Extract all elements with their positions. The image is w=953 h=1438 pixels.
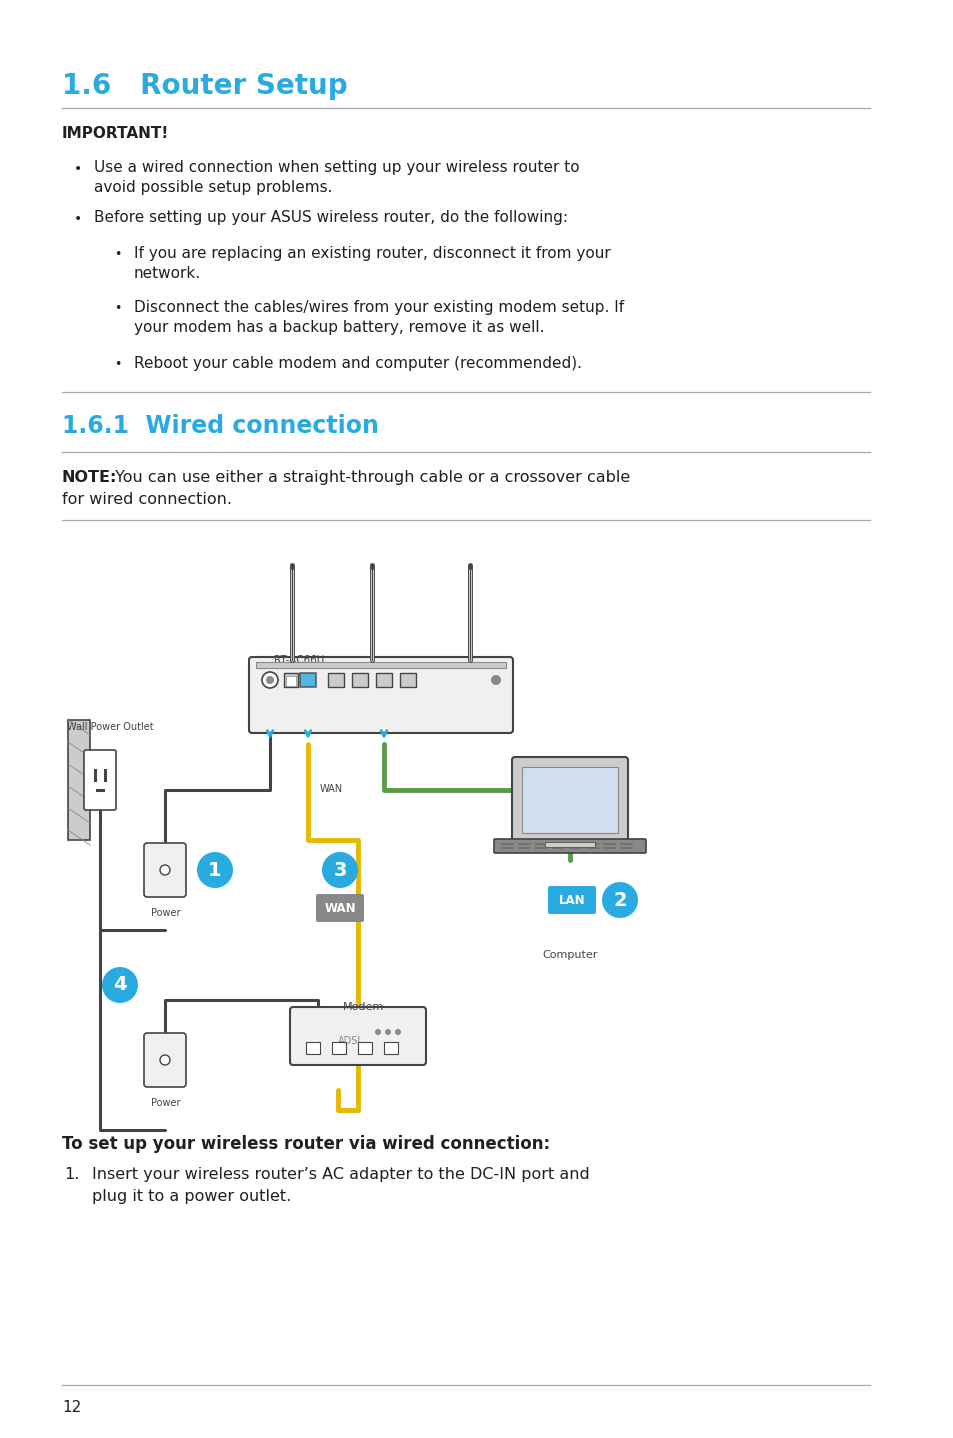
Circle shape <box>160 1055 170 1066</box>
Text: Before setting up your ASUS wireless router, do the following:: Before setting up your ASUS wireless rou… <box>94 210 567 224</box>
Bar <box>500 843 514 846</box>
Text: plug it to a power outlet.: plug it to a power outlet. <box>91 1189 291 1204</box>
Bar <box>552 847 564 848</box>
Circle shape <box>601 881 638 917</box>
Text: •: • <box>113 302 121 315</box>
Bar <box>585 847 598 848</box>
FancyBboxPatch shape <box>494 838 645 853</box>
Text: •: • <box>113 358 121 371</box>
Bar <box>328 673 344 687</box>
FancyBboxPatch shape <box>315 894 364 922</box>
FancyBboxPatch shape <box>84 751 116 810</box>
Circle shape <box>160 866 170 874</box>
Bar <box>286 676 295 686</box>
Text: avoid possible setup problems.: avoid possible setup problems. <box>94 180 333 196</box>
Circle shape <box>375 1030 380 1035</box>
Text: Wall Power Outlet: Wall Power Outlet <box>67 722 153 732</box>
Bar <box>255 661 505 669</box>
Bar <box>544 843 595 847</box>
Text: 2: 2 <box>613 890 626 909</box>
FancyBboxPatch shape <box>144 843 186 897</box>
Text: Reboot your cable modem and computer (recommended).: Reboot your cable modem and computer (re… <box>133 357 581 371</box>
Bar <box>619 843 633 846</box>
Text: •: • <box>113 247 121 262</box>
Bar <box>517 847 531 848</box>
Text: Computer: Computer <box>541 951 597 961</box>
Text: Disconnect the cables/wires from your existing modem setup. If: Disconnect the cables/wires from your ex… <box>133 301 623 315</box>
Text: WAN: WAN <box>324 902 355 915</box>
Circle shape <box>385 1030 391 1035</box>
Text: 12: 12 <box>62 1401 81 1415</box>
Bar <box>384 1043 397 1054</box>
Text: Use a wired connection when setting up your wireless router to: Use a wired connection when setting up y… <box>94 160 579 175</box>
Text: 1.6.1  Wired connection: 1.6.1 Wired connection <box>62 414 378 439</box>
Bar <box>602 847 616 848</box>
Text: for wired connection.: for wired connection. <box>62 492 232 508</box>
Text: •: • <box>74 162 82 175</box>
Bar <box>332 1043 346 1054</box>
Text: 3: 3 <box>333 860 346 880</box>
Circle shape <box>102 966 138 1002</box>
Text: Power: Power <box>151 907 180 917</box>
Text: your modem has a backup battery, remove it as well.: your modem has a backup battery, remove … <box>133 321 544 335</box>
Text: •: • <box>74 211 82 226</box>
Bar <box>568 847 581 848</box>
Text: network.: network. <box>133 266 201 280</box>
FancyBboxPatch shape <box>144 1032 186 1087</box>
FancyBboxPatch shape <box>290 1007 426 1066</box>
Bar <box>352 673 368 687</box>
Text: 1.: 1. <box>64 1168 79 1182</box>
Bar <box>521 766 618 833</box>
Bar <box>552 843 564 846</box>
Bar <box>500 847 514 848</box>
Text: 4: 4 <box>113 975 127 995</box>
Text: If you are replacing an existing router, disconnect it from your: If you are replacing an existing router,… <box>133 246 610 262</box>
Circle shape <box>395 1030 400 1035</box>
Circle shape <box>262 672 277 687</box>
Text: 1: 1 <box>208 860 222 880</box>
Bar <box>535 843 547 846</box>
Text: RT-AC66U: RT-AC66U <box>274 654 324 664</box>
Text: NOTE:: NOTE: <box>62 470 117 485</box>
Bar <box>602 843 616 846</box>
Circle shape <box>266 676 274 684</box>
FancyBboxPatch shape <box>547 886 596 915</box>
FancyBboxPatch shape <box>512 756 627 843</box>
Text: WAN: WAN <box>319 784 343 794</box>
Text: Power: Power <box>151 1099 180 1109</box>
FancyBboxPatch shape <box>249 657 513 733</box>
Bar <box>399 673 416 687</box>
Bar <box>357 1043 372 1054</box>
Bar <box>517 843 531 846</box>
Bar <box>299 673 315 687</box>
Circle shape <box>322 851 357 889</box>
Bar <box>306 1043 319 1054</box>
Circle shape <box>491 674 500 684</box>
Bar <box>619 847 633 848</box>
Bar <box>535 847 547 848</box>
Text: Insert your wireless router’s AC adapter to the DC-IN port and: Insert your wireless router’s AC adapter… <box>91 1168 589 1182</box>
Bar <box>284 673 297 687</box>
Bar <box>375 673 392 687</box>
Text: LAN: LAN <box>558 893 585 906</box>
Text: IMPORTANT!: IMPORTANT! <box>62 127 169 141</box>
Bar <box>585 843 598 846</box>
Text: ADSL: ADSL <box>337 1035 363 1045</box>
Circle shape <box>196 851 233 889</box>
Bar <box>568 843 581 846</box>
Polygon shape <box>68 720 90 840</box>
Text: Modem: Modem <box>343 1002 384 1012</box>
Text: 1.6   Router Setup: 1.6 Router Setup <box>62 72 347 101</box>
Text: You can use either a straight-through cable or a crossover cable: You can use either a straight-through ca… <box>110 470 630 485</box>
Text: To set up your wireless router via wired connection:: To set up your wireless router via wired… <box>62 1135 550 1153</box>
